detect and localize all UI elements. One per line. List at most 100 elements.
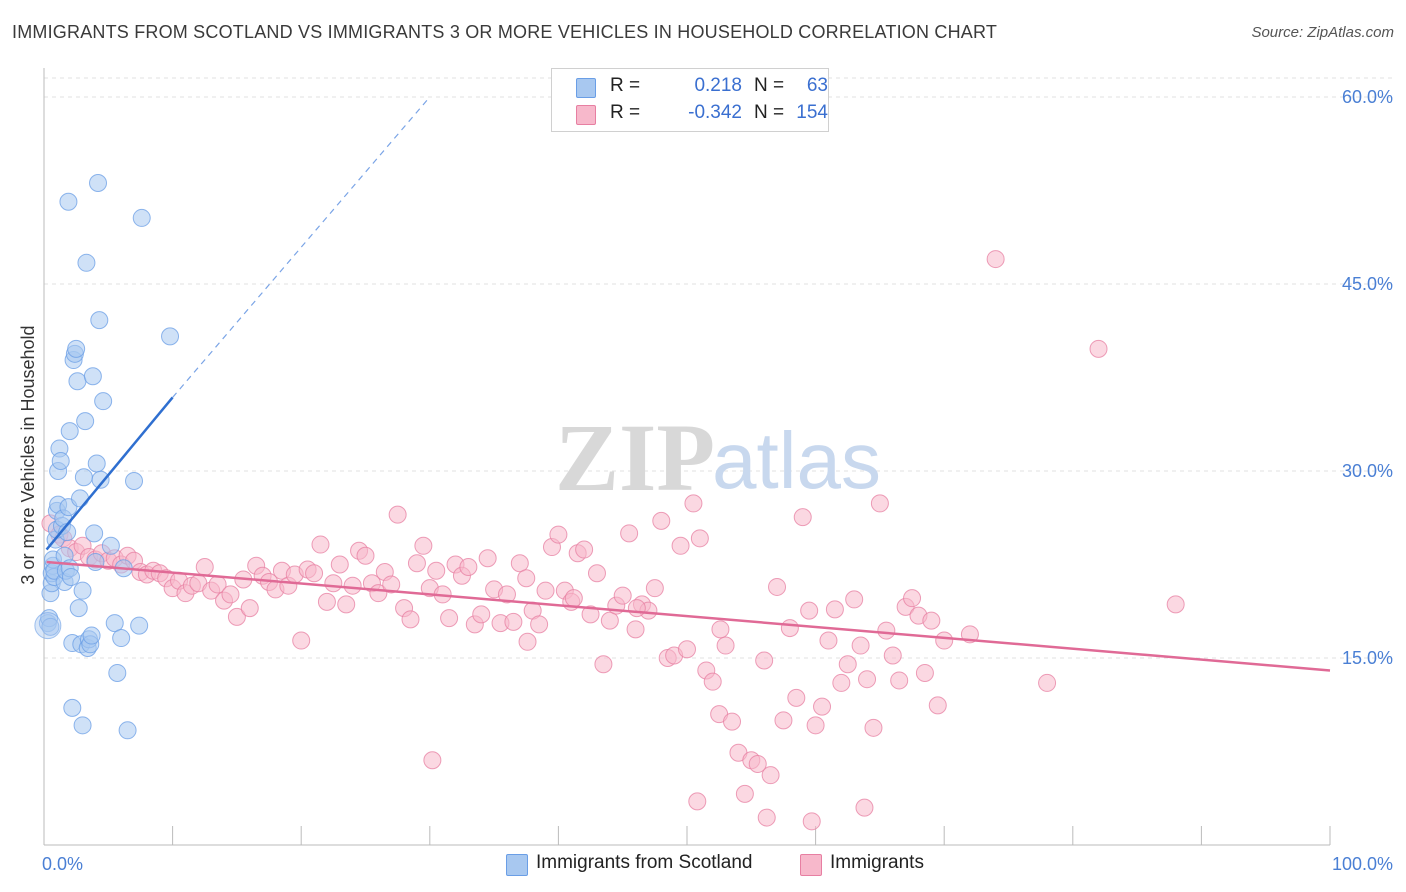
axes [43, 68, 1331, 846]
data-point-scotland [69, 599, 88, 618]
data-point-immigrants [877, 621, 896, 640]
legend-swatch-immigrants [576, 105, 596, 125]
data-point-scotland [77, 253, 96, 272]
data-point-scotland [62, 567, 81, 586]
data-point-immigrants [536, 581, 555, 600]
data-point-scotland [83, 367, 102, 386]
data-point-immigrants [1166, 595, 1185, 614]
legend-swatch-scotland [576, 78, 596, 98]
data-point-immigrants [903, 589, 922, 608]
data-point-immigrants [711, 620, 730, 639]
data-point-immigrants [1089, 339, 1108, 358]
data-point-immigrants [716, 636, 735, 655]
data-point-immigrants [678, 640, 696, 659]
data-point-immigrants [671, 536, 690, 555]
data-point-immigrants [478, 549, 497, 568]
data-point-immigrants [787, 688, 806, 707]
data-point-immigrants [1038, 673, 1057, 692]
watermark: ZIP atlas [555, 404, 881, 511]
data-point-immigrants [684, 494, 703, 513]
data-point-scotland [161, 327, 180, 346]
data-point-immigrants [915, 663, 934, 682]
data-point-scotland [101, 536, 120, 555]
data-point-immigrants [800, 601, 819, 620]
data-point-immigrants [851, 636, 870, 655]
data-point-immigrants [935, 631, 954, 650]
data-point-immigrants [549, 525, 568, 544]
data-point-immigrants [427, 561, 446, 580]
watermark-atlas: atlas [712, 416, 881, 505]
source-label: Source: ZipAtlas.com [1251, 24, 1394, 41]
data-point-scotland [82, 626, 101, 645]
data-point-scotland [73, 581, 92, 600]
data-point-scotland [74, 468, 93, 487]
data-point-scotland [125, 471, 144, 490]
x-tick-label: 100.0% [1332, 854, 1393, 874]
data-point-immigrants [748, 754, 767, 773]
data-point-immigrants [890, 671, 909, 690]
data-point-scotland [60, 422, 79, 441]
data-point-immigrants [575, 540, 594, 559]
data-point-immigrants [414, 536, 433, 555]
data-point-immigrants [645, 579, 664, 598]
data-point-immigrants [240, 599, 259, 618]
data-point-immigrants [330, 555, 349, 574]
data-point-scotland [91, 470, 110, 489]
data-point-immigrants [388, 505, 407, 524]
legend-r-label: R = [610, 75, 641, 96]
data-point-immigrants [825, 600, 844, 619]
x-tick-label: 0.0% [42, 854, 83, 874]
y-tick-label: 45.0% [1342, 274, 1393, 294]
data-point-immigrants [755, 651, 774, 670]
data-point-immigrants [510, 554, 529, 573]
data-point-immigrants [356, 546, 375, 565]
data-point-immigrants [858, 670, 877, 689]
data-point-immigrants [806, 716, 825, 735]
data-point-scotland [105, 614, 124, 633]
watermark-zip: ZIP [555, 404, 715, 511]
data-point-immigrants [620, 524, 639, 543]
data-point-scotland [89, 174, 108, 193]
data-point-scotland [63, 698, 82, 717]
data-point-scotland [86, 553, 105, 572]
data-point-immigrants [311, 535, 330, 554]
correlation-legend: R = 0.218 N = 63 R = -0.342 N = 154 [551, 68, 829, 132]
data-point-immigrants [407, 554, 426, 573]
grid-lines [44, 77, 1394, 659]
data-point-scotland [130, 616, 149, 635]
data-point-immigrants [587, 564, 606, 583]
y-tick-label: 60.0% [1342, 87, 1393, 107]
legend-n-label: N = [754, 102, 785, 123]
data-point-immigrants [774, 711, 793, 730]
legend-n-value: 63 [806, 75, 828, 96]
data-point-immigrants [504, 612, 523, 631]
data-point-scotland [94, 392, 113, 411]
legend-n-value: 154 [796, 102, 828, 123]
trend-line-scotland-extension [172, 96, 431, 398]
data-point-scotland [71, 489, 90, 508]
data-point-immigrants [855, 798, 874, 817]
data-point-scotland [90, 311, 109, 330]
data-point-immigrants [401, 610, 420, 629]
data-point-scotland [67, 339, 86, 358]
data-point-immigrants [703, 672, 722, 691]
data-point-immigrants [690, 529, 709, 548]
data-point-immigrants [227, 607, 246, 626]
data-point-immigrants [986, 250, 1005, 269]
data-point-scotland [85, 524, 104, 543]
legend-label-scotland: Immigrants from Scotland [536, 852, 753, 873]
legend-r-value: 0.218 [694, 75, 742, 96]
trend-lines [45, 96, 1331, 672]
data-point-immigrants [761, 766, 780, 785]
data-point-immigrants [793, 508, 812, 527]
data-point-scotland [76, 412, 95, 431]
data-point-scotland [118, 721, 137, 740]
data-point-immigrants [922, 611, 941, 630]
data-point-immigrants [564, 589, 583, 608]
data-point-immigrants [652, 511, 671, 530]
data-point-immigrants [688, 792, 707, 811]
data-point-immigrants [530, 615, 549, 634]
data-point-scotland [108, 663, 127, 682]
y-tick-label: 30.0% [1342, 461, 1393, 481]
trend-line-scotland [45, 396, 174, 551]
